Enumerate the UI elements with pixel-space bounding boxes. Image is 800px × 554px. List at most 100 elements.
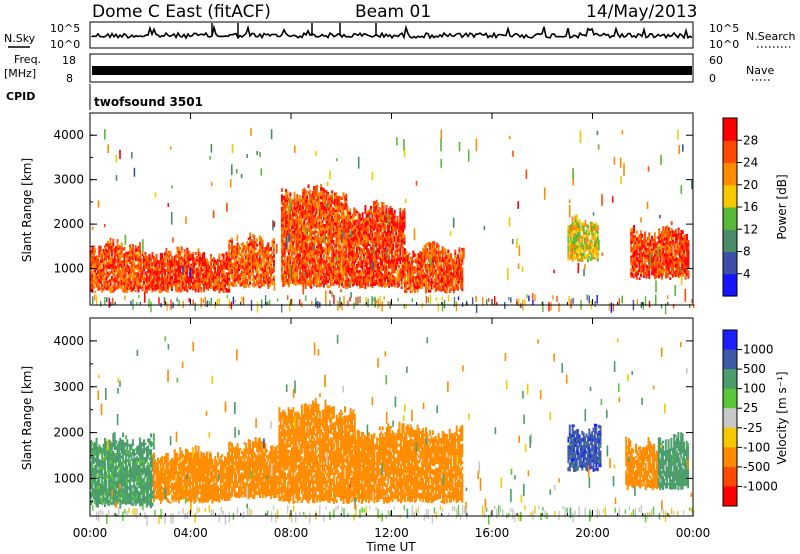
echo-cell <box>341 254 343 257</box>
echo-cell <box>324 211 327 215</box>
echo-cell <box>361 260 364 265</box>
echo-cell <box>386 239 389 243</box>
echo-cell <box>243 276 246 281</box>
echo-cell <box>645 258 648 263</box>
echo-cell <box>187 257 190 262</box>
echo-cell <box>648 249 651 253</box>
echo-cell <box>307 235 310 239</box>
echo-cell <box>567 232 570 236</box>
echo-cell <box>375 232 378 236</box>
echo-cell <box>423 283 426 287</box>
echo-cell <box>205 283 208 287</box>
echo-cell <box>232 275 235 279</box>
echo-cell <box>183 265 186 269</box>
echo-cell <box>451 266 454 270</box>
echo-cell <box>390 229 393 234</box>
echo-cell <box>577 256 580 259</box>
echo-cell <box>596 255 599 258</box>
echo-cell <box>334 256 336 260</box>
echo-cell <box>339 272 342 277</box>
echo-cell <box>351 230 354 235</box>
echo-cell <box>429 290 432 293</box>
echo-cell <box>645 264 648 269</box>
echo-cell <box>272 259 275 264</box>
echo-cell <box>318 243 321 247</box>
echo-cell <box>310 235 313 239</box>
echo-cell <box>368 264 371 267</box>
echo-cell <box>292 259 295 262</box>
echo-cell <box>571 245 574 248</box>
echo-cell <box>324 201 327 204</box>
echo-cell <box>257 262 260 265</box>
echo-cell <box>334 195 336 199</box>
echo-cell <box>363 253 365 257</box>
echo-cell <box>334 232 336 235</box>
echo-cell <box>443 268 446 272</box>
echo-cell <box>244 246 247 251</box>
echo-cell <box>347 241 350 244</box>
echo-cell <box>665 231 668 234</box>
echo-cell <box>591 230 594 235</box>
echo-cell <box>240 273 243 277</box>
echo-cell <box>328 197 331 201</box>
echo-cell <box>633 225 635 229</box>
echo-cell <box>134 248 137 252</box>
echo-cell <box>419 278 422 281</box>
echo-cell <box>175 286 178 290</box>
echo-cell <box>155 276 158 280</box>
echo-cell <box>320 195 322 199</box>
echo-cell <box>286 220 289 224</box>
echo-cell <box>260 280 263 285</box>
echo-cell <box>124 254 127 257</box>
echo-cell <box>322 276 325 279</box>
echo-cell <box>436 265 439 270</box>
echo-cell <box>321 232 324 237</box>
echo-cell <box>400 213 403 217</box>
echo-cell <box>336 211 339 216</box>
echo-cell <box>106 240 109 245</box>
echo-cell <box>315 188 318 192</box>
echo-cell <box>332 249 335 254</box>
echo-cell <box>403 218 406 222</box>
echo-cell <box>247 264 250 268</box>
echo-cell <box>579 235 582 239</box>
echo-cell <box>341 280 343 283</box>
echo-cell <box>388 279 391 283</box>
echo-cell <box>263 257 266 261</box>
echo-cell <box>455 284 458 287</box>
echo-cell <box>443 275 446 278</box>
echo-cell <box>591 249 594 254</box>
echo-cell <box>130 247 133 250</box>
echo-cell <box>162 264 165 268</box>
echo-cell <box>299 280 302 285</box>
echo-cell <box>336 209 339 212</box>
echo-cell <box>104 247 106 250</box>
echo-cell <box>402 249 405 252</box>
echo-cell <box>666 225 669 230</box>
echo-cell <box>115 269 118 272</box>
echo-cell <box>260 273 263 278</box>
echo-cell <box>320 239 322 244</box>
echo-cell <box>577 247 580 252</box>
echo-cell <box>389 276 392 279</box>
echo-cell <box>307 184 310 189</box>
echo-cell <box>578 247 581 251</box>
echo-cell <box>367 217 370 222</box>
echo-cell <box>371 269 374 273</box>
echo-cell <box>318 270 321 274</box>
echo-cell <box>300 208 303 212</box>
echo-cell <box>365 245 368 248</box>
echo-cell <box>90 287 92 292</box>
echo-cell <box>290 199 293 203</box>
echo-cell <box>345 279 348 283</box>
echo-cell <box>367 267 370 270</box>
echo-cell <box>324 261 327 264</box>
echo-cell <box>271 251 274 254</box>
echo-cell <box>280 210 283 214</box>
echo-cell <box>665 246 668 250</box>
echo-cell <box>458 280 461 284</box>
echo-cell <box>331 212 334 216</box>
echo-cell <box>640 258 642 261</box>
echo-cell <box>313 203 316 207</box>
echo-cell <box>596 225 599 229</box>
